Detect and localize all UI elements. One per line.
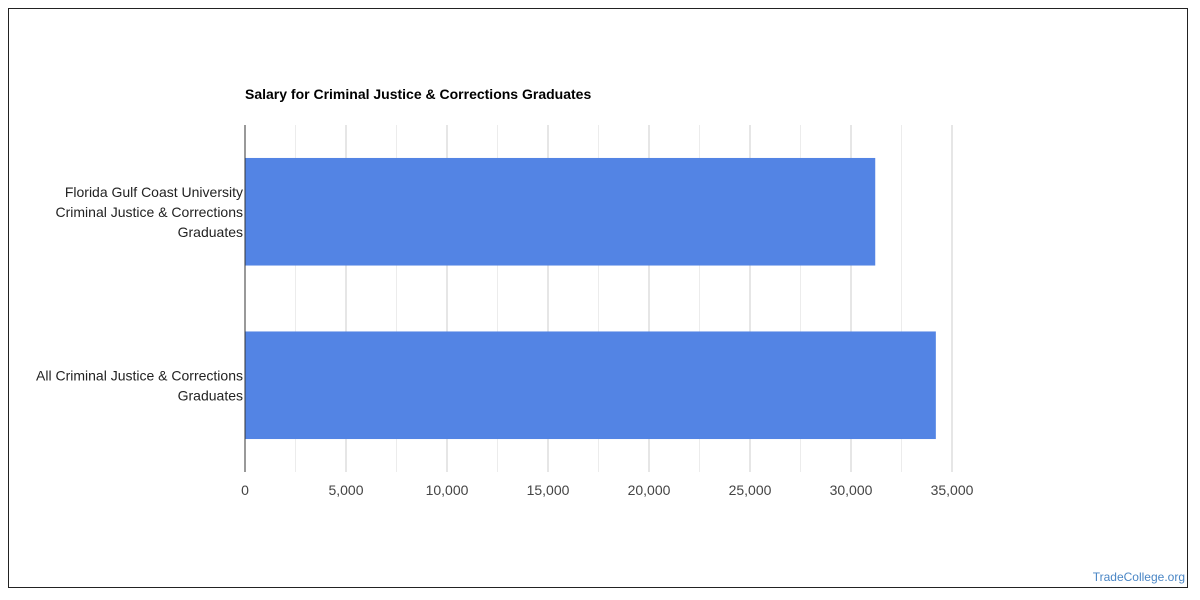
source-credit-link[interactable]: TradeCollege.org [1092, 570, 1185, 584]
x-tick-label: 25,000 [729, 482, 772, 498]
chart-title: Salary for Criminal Justice & Correction… [245, 86, 592, 102]
category-label: All Criminal Justice & Corrections [36, 367, 243, 383]
x-tick-label: 0 [241, 482, 249, 498]
x-tick-label: 30,000 [830, 482, 873, 498]
x-tick-label: 35,000 [931, 482, 974, 498]
x-tick-label: 20,000 [628, 482, 671, 498]
category-label: Criminal Justice & Corrections [56, 204, 244, 220]
category-label: Florida Gulf Coast University [65, 184, 243, 200]
category-label: Graduates [178, 387, 243, 403]
category-label: Graduates [178, 224, 243, 240]
x-tick-label: 15,000 [527, 482, 570, 498]
x-tick-label: 10,000 [426, 482, 469, 498]
bar [245, 157, 876, 266]
bar [245, 331, 936, 440]
x-tick-label: 5,000 [328, 482, 363, 498]
